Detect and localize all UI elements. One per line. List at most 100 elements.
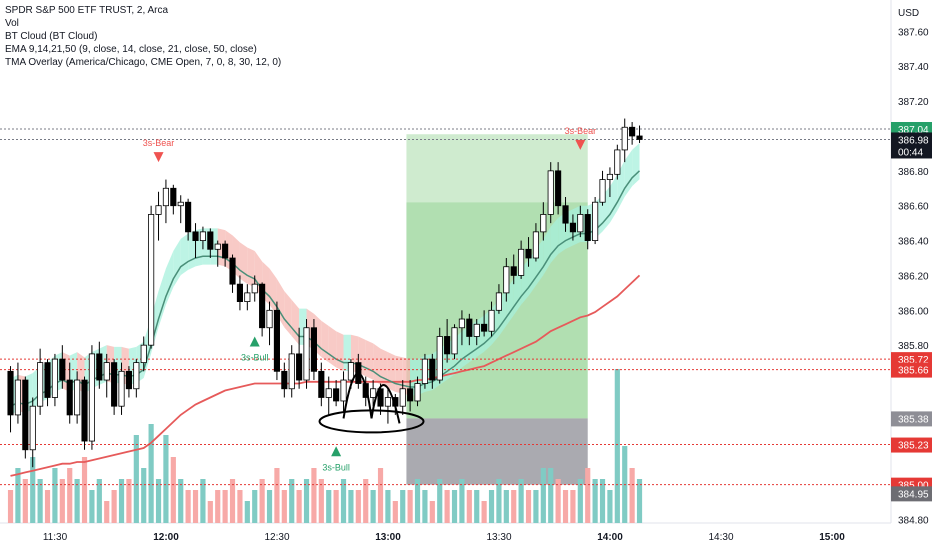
candle-body: [236, 283, 243, 302]
price-tick-label: 386.60: [898, 202, 929, 213]
volume-bar: [89, 490, 95, 523]
candle-body: [488, 309, 495, 332]
candle-body: [133, 362, 140, 390]
volume-bar: [636, 479, 643, 523]
volume-bar: [548, 468, 554, 523]
volume-bar: [163, 435, 169, 523]
candle-body: [473, 323, 480, 337]
volume-bar: [111, 490, 117, 523]
time-tick-label: 14:30: [708, 532, 733, 543]
candle-body: [532, 231, 539, 259]
volume-bar: [274, 468, 280, 523]
candle-body: [310, 327, 317, 372]
candle-body: [81, 379, 88, 442]
candle-body: [429, 358, 436, 381]
candle-body: [333, 388, 340, 402]
volume-bar: [229, 479, 236, 523]
volume-bar: [318, 479, 324, 523]
volume-bar: [437, 479, 443, 523]
candle-body: [340, 379, 347, 402]
symbol-title[interactable]: SPDR S&P 500 ETF TRUST, 2, Arca: [5, 5, 169, 16]
price-tick-label: 385.80: [898, 341, 929, 352]
volume-bar: [488, 490, 495, 523]
tma-overlay-indicator-label[interactable]: TMA Overlay (America/Chicago, CME Open, …: [5, 57, 282, 68]
candle-body: [377, 388, 384, 407]
bear-signal-arrow: [153, 152, 164, 163]
candle-body: [407, 388, 414, 402]
volume-bar: [466, 490, 472, 523]
volume-bar: [192, 490, 199, 523]
volume-bar: [511, 490, 517, 523]
candle-body: [518, 248, 525, 276]
volume-bar: [237, 490, 243, 523]
price-tag: [891, 411, 932, 427]
candle-body: [74, 379, 81, 416]
candle-body: [222, 243, 229, 259]
volume-bar: [126, 479, 132, 523]
candle-body: [118, 370, 125, 407]
volume-bar: [133, 435, 139, 523]
price-axis: 387.60 387.40 387.20 386.80 386.60 386.40 386.…: [898, 27, 929, 526]
price-tick-label: 387.20: [898, 97, 929, 108]
candle-body: [44, 362, 51, 398]
volume-bar: [170, 457, 176, 523]
candle-body: [503, 266, 510, 294]
cloud-segment: [239, 242, 248, 284]
volume-indicator-label[interactable]: Vol: [5, 18, 19, 29]
candle-body: [436, 336, 443, 381]
volume-bar: [22, 479, 28, 523]
bear-signal-arrow: [575, 139, 586, 150]
freehand-stroke: [342, 372, 401, 424]
volume-bar: [533, 490, 539, 523]
candle-body: [14, 379, 21, 416]
price-tag: [891, 486, 932, 502]
candle-body: [29, 405, 36, 451]
volume-bar: [540, 468, 546, 523]
volume-bar: [148, 424, 154, 523]
candle-body: [510, 266, 517, 276]
volume-bar: [222, 490, 228, 523]
volume-bars: [7, 369, 643, 523]
volume-bar: [392, 501, 398, 523]
bear-signal-label: 3s-Bear: [565, 126, 597, 136]
volume-bar: [629, 468, 635, 523]
candle-body: [458, 318, 465, 329]
cloud-segment: [387, 352, 396, 392]
bt-cloud-indicator-label[interactable]: BT Cloud (BT Cloud): [5, 31, 98, 42]
stop-zone: [406, 418, 588, 485]
candle-body: [347, 362, 354, 381]
ema-50-line: [10, 274, 641, 477]
volume-bar: [303, 479, 310, 523]
volume-bar: [451, 490, 458, 523]
candle-body: [421, 358, 428, 384]
volume-bar: [385, 490, 391, 523]
candle-body: [259, 283, 266, 329]
ema-indicator-label[interactable]: EMA 9,14,21,50 (9, close, 14, close, 21,…: [5, 44, 257, 55]
volume-bar: [459, 479, 465, 523]
volume-bar: [592, 479, 598, 523]
cloud-segment: [173, 238, 181, 288]
candle-body: [399, 388, 406, 407]
volume-bar: [562, 490, 569, 523]
candle-body: [266, 309, 273, 329]
candle-body: [51, 358, 58, 398]
volume-bar: [444, 490, 450, 523]
time-axis: 11:30 12:00 12:30 13:00 13:30 14:00 14:30 15:00: [43, 532, 845, 543]
time-tick-label: 12:30: [264, 532, 289, 543]
time-tick-label: 15:00: [819, 532, 845, 543]
volume-bar: [30, 457, 36, 523]
volume-bar: [215, 490, 221, 523]
candle-body: [525, 248, 532, 259]
candle-body: [384, 397, 391, 407]
candle-body: [229, 257, 236, 285]
volume-bar: [7, 490, 14, 523]
candle-body: [325, 388, 332, 398]
volume-bar: [474, 490, 480, 523]
volume-bar: [281, 490, 287, 523]
cloud-segment: [373, 343, 381, 385]
volume-bar: [340, 479, 347, 523]
candle-body: [547, 170, 554, 215]
